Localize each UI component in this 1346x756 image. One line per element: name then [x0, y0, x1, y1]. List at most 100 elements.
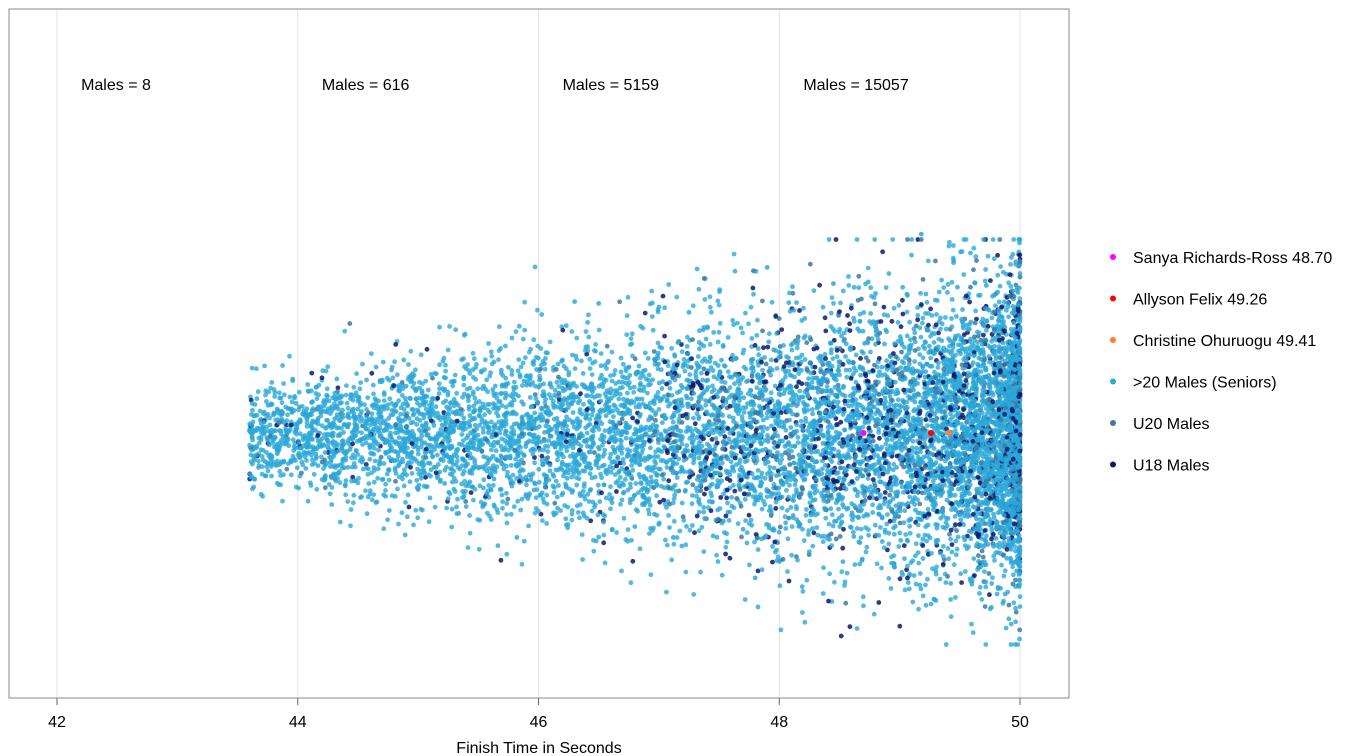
point-u18 — [753, 532, 759, 537]
point-senior — [591, 548, 597, 554]
point-senior — [856, 285, 862, 291]
point-senior — [589, 402, 595, 408]
point-senior — [1001, 269, 1006, 275]
point-senior — [655, 390, 661, 395]
point-senior — [324, 386, 330, 392]
point-senior — [504, 501, 510, 506]
point-senior — [603, 495, 609, 501]
point-senior — [707, 359, 713, 364]
point-senior — [290, 437, 296, 442]
point-senior — [834, 354, 840, 360]
point-senior — [950, 255, 956, 261]
point-senior — [913, 553, 918, 559]
point-senior — [517, 374, 523, 380]
point-senior — [624, 313, 630, 319]
point-senior — [776, 529, 782, 535]
point-senior — [337, 480, 343, 485]
point-u20 — [897, 520, 903, 526]
point-senior — [396, 417, 402, 423]
point-senior — [759, 470, 765, 476]
point-senior — [363, 488, 368, 494]
point-senior — [402, 532, 408, 538]
point-u18 — [876, 600, 882, 605]
point-senior — [844, 570, 850, 576]
point-u20 — [393, 478, 398, 484]
point-senior — [254, 452, 259, 458]
point-senior — [886, 530, 892, 536]
point-u20 — [912, 335, 917, 341]
point-senior — [690, 303, 696, 309]
point-senior — [340, 407, 345, 413]
point-u18 — [718, 495, 724, 500]
point-senior — [904, 353, 910, 358]
point-senior — [890, 364, 896, 370]
point-u18 — [965, 533, 970, 539]
point-senior — [510, 472, 516, 478]
point-u18 — [904, 567, 909, 573]
point-senior — [671, 496, 677, 502]
point-senior — [929, 442, 935, 448]
point-senior — [779, 505, 785, 511]
point-senior — [694, 435, 700, 440]
point-senior — [509, 335, 515, 341]
point-senior — [472, 395, 478, 401]
point-senior — [513, 329, 519, 335]
point-senior — [789, 402, 795, 408]
point-senior — [476, 546, 482, 552]
point-senior — [697, 346, 702, 352]
point-senior — [556, 483, 561, 488]
point-senior — [459, 442, 465, 448]
point-senior — [789, 448, 794, 454]
point-senior — [918, 485, 923, 490]
point-senior — [564, 448, 570, 454]
point-senior — [304, 424, 310, 429]
point-senior — [381, 398, 387, 403]
point-senior — [446, 489, 452, 495]
point-senior — [800, 400, 806, 405]
point-senior — [984, 533, 989, 539]
point-u18 — [406, 504, 412, 510]
point-senior — [787, 308, 793, 314]
point-senior — [259, 453, 265, 459]
point-senior — [484, 377, 490, 383]
point-senior — [536, 479, 542, 485]
point-senior — [324, 417, 329, 423]
point-u20 — [430, 375, 435, 381]
point-senior — [663, 537, 668, 543]
point-senior — [623, 424, 628, 430]
point-senior — [730, 352, 735, 358]
point-senior — [593, 342, 598, 347]
point-senior — [928, 355, 934, 361]
point-u18 — [948, 527, 954, 533]
point-u20 — [659, 472, 665, 478]
point-senior — [427, 495, 433, 501]
point-senior — [802, 619, 808, 625]
point-senior — [836, 368, 842, 374]
point-senior — [401, 407, 407, 412]
point-senior — [964, 546, 970, 552]
point-senior — [744, 440, 750, 446]
point-u20 — [1000, 552, 1006, 558]
point-senior — [504, 520, 510, 526]
point-senior — [1011, 237, 1017, 242]
point-senior — [869, 336, 875, 342]
point-senior — [269, 473, 274, 479]
point-senior — [898, 421, 904, 426]
point-senior — [809, 380, 815, 385]
point-senior — [649, 288, 655, 294]
point-senior — [958, 517, 964, 522]
point-senior — [796, 397, 802, 403]
point-u18 — [468, 490, 474, 495]
point-senior — [441, 355, 447, 361]
point-senior — [892, 379, 898, 385]
point-senior — [306, 450, 312, 455]
point-senior — [924, 361, 929, 367]
point-senior — [798, 359, 804, 365]
point-senior — [610, 465, 616, 471]
point-senior — [715, 298, 721, 304]
point-u20 — [786, 452, 792, 458]
point-senior — [839, 569, 845, 575]
point-senior — [697, 328, 702, 334]
point-u18 — [601, 540, 607, 546]
point-senior — [941, 285, 947, 290]
